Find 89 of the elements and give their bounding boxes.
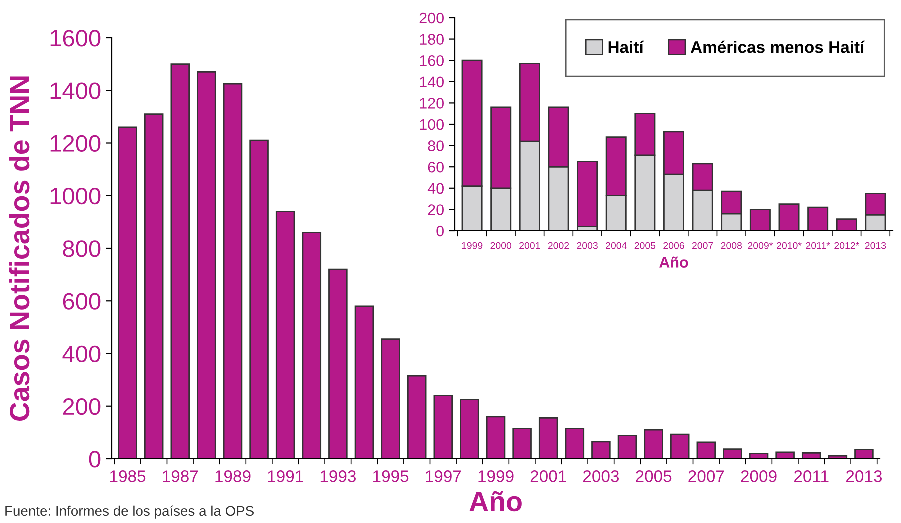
y-tick-label: 800 — [63, 240, 101, 258]
y-tick-label: 0 — [89, 451, 101, 468]
bar — [434, 395, 454, 459]
bar — [144, 114, 164, 459]
y-tick-label: 0 — [436, 226, 444, 237]
y-tick-label: 200 — [63, 398, 101, 416]
bar — [328, 268, 348, 459]
bar — [577, 161, 598, 228]
y-tick-label: 1600 — [50, 30, 101, 47]
y-tick-label: 80 — [428, 140, 444, 152]
x-tick-label: 2003 — [584, 470, 620, 482]
y-tick-label: 20 — [428, 204, 444, 216]
x-tick-label: 2013 — [865, 242, 886, 250]
x-tick-label: 1999 — [462, 242, 483, 250]
x-tick-label: 1999 — [478, 470, 514, 482]
x-tick-label: 2005 — [634, 242, 656, 250]
x-tick-label: 1997 — [426, 470, 462, 482]
bar — [670, 434, 690, 459]
y-tick-label: 180 — [420, 34, 444, 45]
bar — [197, 72, 216, 459]
x-tick-label: 2005 — [636, 470, 672, 482]
y-tick-label: 600 — [63, 293, 101, 310]
bar — [170, 64, 190, 459]
x-tick-label: 1989 — [216, 470, 251, 482]
y-tick-label: 400 — [62, 346, 101, 363]
x-tick-label: 1985 — [110, 470, 146, 482]
x-tick-label: 2012* — [834, 242, 860, 250]
bar — [276, 210, 296, 459]
y-tick-label: 40 — [428, 183, 444, 194]
x-tick-label: 2007 — [692, 242, 714, 250]
x-tick-label: 2003 — [577, 242, 598, 250]
x-tick-label: 2011 — [794, 470, 829, 482]
bar — [460, 399, 480, 459]
bar — [302, 232, 322, 459]
y-tick-label: 1200 — [50, 135, 101, 152]
bar — [750, 209, 771, 231]
y-tick-label: 1000 — [50, 188, 101, 205]
bar — [802, 452, 822, 459]
bar — [749, 453, 769, 459]
source-note: Fuente: Informes de los países a la OPS — [6, 506, 254, 519]
x-axis-title: Año — [660, 256, 688, 268]
x-tick-label: 2001 — [530, 470, 566, 482]
x-tick-label: 2008 — [721, 242, 742, 250]
bar — [512, 428, 532, 459]
bar — [407, 375, 427, 459]
bar — [618, 435, 638, 459]
bar — [808, 206, 829, 231]
x-tick-label: 1991 — [268, 470, 304, 482]
y-tick-label: 1400 — [50, 82, 101, 100]
legend-label: Haití — [608, 40, 644, 54]
y-axis-title: Casos Notificados de TNN — [9, 76, 30, 421]
bar — [836, 218, 858, 231]
x-tick-label: 2001 — [520, 242, 540, 250]
x-tick-label: 2006 — [664, 242, 684, 250]
y-tick-label: 140 — [420, 76, 444, 88]
bar — [223, 83, 243, 459]
x-tick-label: 2002 — [548, 242, 570, 250]
bar — [592, 441, 611, 459]
bar — [250, 140, 269, 459]
legend-label: Américas menos Haití — [690, 40, 866, 54]
x-tick-label: 2009 — [741, 470, 777, 482]
x-tick-label: 2013 — [846, 470, 882, 482]
bar — [696, 442, 716, 459]
y-tick-label: 100 — [420, 119, 444, 130]
bar — [565, 428, 585, 459]
bar — [538, 418, 558, 459]
x-tick-label: 2004 — [606, 242, 627, 250]
x-tick-label: 1987 — [163, 470, 198, 482]
y-tick-label: 200 — [420, 12, 444, 24]
bar — [381, 338, 400, 459]
x-axis-title: Año — [470, 491, 522, 512]
bar — [644, 429, 664, 459]
bar — [854, 449, 874, 459]
bar — [776, 452, 795, 459]
x-tick-label: 1995 — [374, 470, 409, 482]
bar — [354, 306, 374, 459]
y-tick-label: 160 — [420, 55, 444, 66]
bar — [118, 126, 138, 459]
y-tick-label: 60 — [428, 162, 444, 173]
bar — [778, 204, 800, 231]
bar — [723, 448, 742, 459]
x-tick-label: 2007 — [688, 470, 724, 482]
x-tick-label: 2011* — [806, 242, 830, 250]
bar — [486, 416, 506, 459]
x-tick-label: 2009* — [748, 242, 774, 250]
y-tick-label: 120 — [420, 98, 444, 109]
x-tick-label: 1993 — [320, 470, 356, 482]
x-tick-label: 2010* — [777, 242, 802, 250]
x-tick-label: 2000 — [490, 242, 512, 250]
